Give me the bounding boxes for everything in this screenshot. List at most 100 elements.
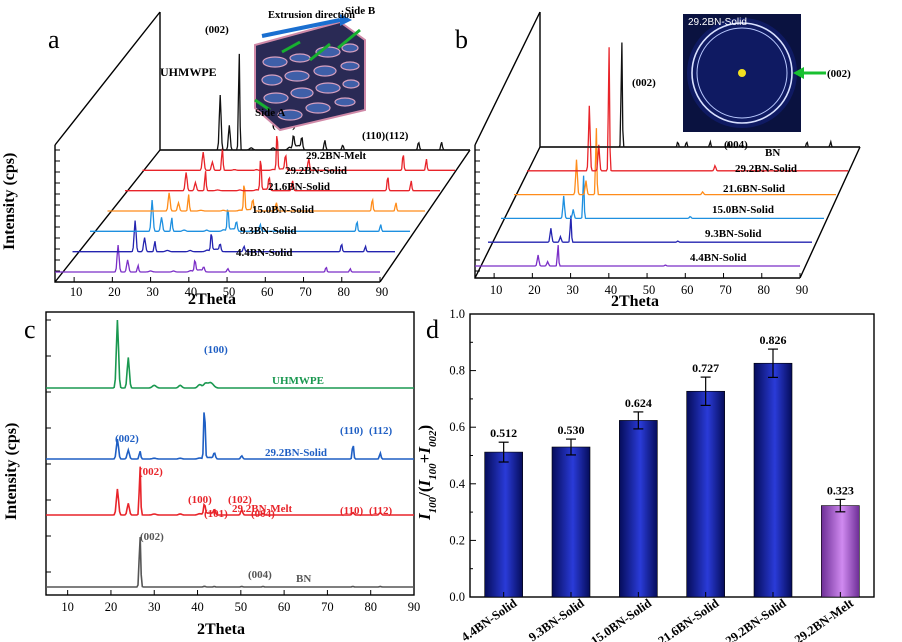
panel-b-trace-5 [540, 42, 860, 148]
ylabel-sub3: 002 [427, 430, 439, 447]
panel-b-trace-4 [527, 47, 848, 172]
panel-c-label-solid: 29.2BN-Solid [265, 447, 327, 459]
panel-a-xtick-label: 70 [299, 285, 312, 299]
panel-c-solid-100: (100) [204, 344, 228, 356]
panel-a-xtick-label: 40 [185, 285, 198, 299]
panel-a-inset-extrusion: Extrusion direction [268, 10, 355, 21]
trace-solid [46, 412, 414, 460]
panel-d-ylabel: I100/(I100+I002) [415, 425, 439, 521]
ylabel-i1: I [415, 512, 434, 521]
panel-c-xtick-label: 50 [235, 600, 248, 614]
category-label: 29.2BN-Solid [723, 596, 789, 642]
panel-a-depth-top [54, 11, 161, 146]
panel-a-letter: a [48, 25, 60, 54]
panel-d-ytick-label: 0.2 [449, 533, 465, 547]
ylabel-close: ) [415, 425, 434, 431]
panel-d-frame [469, 313, 875, 598]
panel-c: c 10 20 30 40 50 60 70 80 90 Intensity (cps) 2Th… [3, 311, 421, 638]
panel-b-label-s93: 9.3BN-Solid [705, 228, 762, 240]
trace-bn [46, 536, 414, 588]
panel-c-frame [45, 311, 415, 596]
ylabel-sub2: 100 [427, 463, 439, 480]
ylabel-plus: + [415, 454, 434, 464]
panel-c-xtick-label: 40 [191, 600, 204, 614]
panel-b-xlabel: 2Theta [611, 293, 659, 310]
category-label: 9.3BN-Solid [526, 596, 587, 642]
panel-a: a 10 20 30 40 50 60 70 80 90 Intensity (cps) 2Th… [1, 5, 471, 308]
panel-d-ytick-label: 0.0 [449, 590, 465, 604]
panel-a-trace-6 [160, 53, 470, 151]
panel-c-xtick-label: 20 [105, 600, 118, 614]
panel-b-depth-top [474, 11, 541, 146]
panel-b-xtick-label: 70 [719, 283, 732, 297]
panel-b-letter: b [455, 25, 468, 54]
panel-d-ytick-label: 0.8 [449, 364, 465, 378]
panel-c-xtick-label: 30 [148, 600, 161, 614]
category-label: 21.6BN-Solid [656, 596, 722, 642]
bar-value-label: 0.727 [692, 361, 719, 375]
panel-b-label-bn: BN [765, 147, 780, 159]
panel-b-label-s44: 4.4BN-Solid [690, 252, 747, 264]
panel-a-trace-5 [142, 135, 455, 171]
panel-b-inset-arrow-label: (002) [827, 68, 851, 80]
ylabel-i2: I [415, 478, 434, 487]
panel-a-label-s216: 21.6BN-Solid [268, 181, 330, 193]
trace-melt [46, 466, 414, 516]
panel-c-letter: c [24, 315, 36, 344]
panel-c-xtick-label: 90 [408, 600, 421, 614]
panel-a-xtick-label: 60 [261, 285, 274, 299]
panel-a-inset-side-a: Side A [255, 107, 285, 119]
panel-b-xtick-label: 90 [796, 283, 809, 297]
category-label: 29.2BN-Melt [792, 596, 857, 642]
bar-9.3BN-Solid [551, 446, 591, 598]
panel-a-xtick-label: 90 [376, 285, 389, 299]
panel-b-traces [475, 42, 860, 267]
panel-b-trace-0 [475, 245, 800, 267]
ylabel-mid: /( [415, 486, 434, 498]
panel-a-xtick-label: 10 [70, 285, 83, 299]
panel-c-solid-112: (112) [369, 425, 393, 437]
panel-c-melt-102: (102) [228, 494, 252, 506]
panel-a-label-s150: 15.0BN-Solid [252, 204, 314, 216]
bar-value-label: 0.512 [490, 426, 517, 440]
ylabel-i3: I [415, 446, 434, 455]
bar-value-label: 0.323 [827, 483, 854, 497]
bar-29.2BN-Melt [821, 505, 860, 598]
panel-b-inset: 29.2BN-Solid (002) [683, 14, 851, 132]
panel-b-xtick-label: 60 [681, 283, 694, 297]
panel-a-xlabel: 2Theta [188, 291, 236, 308]
panel-b-xtick-label: 40 [605, 283, 618, 297]
panel-b-label-s150: 15.0BN-Solid [712, 204, 774, 216]
bar-4.4BN-Solid [484, 451, 523, 598]
panel-a-label-s44: 4.4BN-Solid [236, 247, 293, 259]
bar-21.6BN-Solid [686, 390, 725, 598]
bar-value-label: 0.624 [625, 396, 652, 410]
panel-b-trace-2 [501, 175, 824, 220]
panel-a-label-uhmwpe: UHMWPE [160, 65, 217, 79]
panel-c-ticks: 10 20 30 40 50 60 70 80 90 [46, 319, 421, 614]
panel-c-xtick-label: 10 [61, 600, 74, 614]
panel-a-trace-2 [90, 200, 410, 232]
panel-b-peak-004: (004) [724, 139, 748, 151]
panel-b-depth-right [799, 146, 861, 279]
panel-b-xtick-label: 50 [643, 283, 656, 297]
panel-a-peak-002: (002) [205, 24, 229, 36]
panel-c-melt-100: (100) [188, 494, 212, 506]
panel-d-categories: 4.4BN-Solid 9.3BN-Solid 15.0BN-Solid 21.6BN… [459, 592, 857, 642]
panel-c-xtick-label: 80 [364, 600, 377, 614]
panel-b-xtick-label: 20 [528, 283, 541, 297]
panel-c-melt-002: (002) [139, 466, 163, 478]
panel-c-melt-112: (112) [369, 505, 393, 517]
panel-c-xtick-label: 70 [321, 600, 334, 614]
panel-a-ylabel: Intensity (cps) [1, 153, 18, 250]
panel-d-yticks: 0.0 0.2 0.4 0.6 0.8 1.0 [449, 307, 476, 604]
panel-d-ytick-label: 0.6 [449, 420, 465, 434]
panel-c-melt-101: (101) [204, 508, 228, 520]
category-label: 4.4BN-Solid [459, 596, 520, 642]
panel-b-inset-title: 29.2BN-Solid [688, 17, 747, 28]
panel-a-trace-4 [125, 160, 440, 192]
bar-29.2BN-Solid [753, 362, 793, 598]
panel-d-bars: 0.512 0.530 0.624 0.727 0.826 0.323 [484, 333, 860, 598]
panel-c-melt-110: (110) [340, 505, 364, 517]
